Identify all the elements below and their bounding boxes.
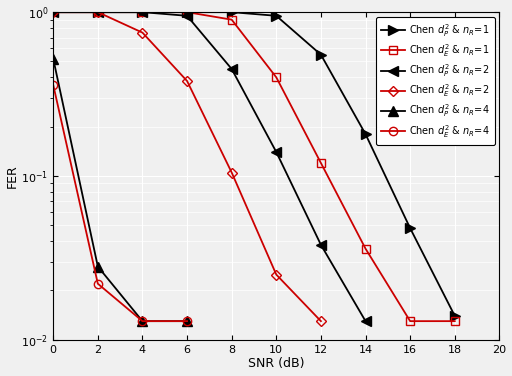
Line: Chen $d_P^2$ & $n_R$=1: Chen $d_P^2$ & $n_R$=1 xyxy=(48,7,460,321)
Line: Chen $d_E^2$ & $n_R$=1: Chen $d_E^2$ & $n_R$=1 xyxy=(49,8,459,325)
Chen $d_P^2$ & $n_R$=1 xyxy=(273,14,280,18)
Chen $d_P^2$ & $n_R$=1 xyxy=(50,10,56,14)
Chen $d_P^2$ & $n_R$=2 xyxy=(229,67,235,71)
Chen $d_E^2$ & $n_R$=2 xyxy=(184,79,190,83)
Chen $d_E^2$ & $n_R$=4 xyxy=(139,319,145,323)
Chen $d_P^2$ & $n_R$=1 xyxy=(362,132,369,136)
Chen $d_E^2$ & $n_R$=1 xyxy=(139,10,145,14)
Chen $d_P^2$ & $n_R$=2 xyxy=(184,14,190,18)
Chen $d_E^2$ & $n_R$=4 xyxy=(95,282,101,286)
Chen $d_P^2$ & $n_R$=1 xyxy=(229,10,235,14)
Chen $d_E^2$ & $n_R$=2 xyxy=(318,319,324,323)
Chen $d_E^2$ & $n_R$=2 xyxy=(273,272,280,277)
Chen $d_E^2$ & $n_R$=2 xyxy=(95,10,101,14)
Chen $d_P^2$ & $n_R$=2 xyxy=(50,10,56,14)
Chen $d_P^2$ & $n_R$=2 xyxy=(362,319,369,323)
Chen $d_E^2$ & $n_R$=2 xyxy=(139,30,145,35)
Line: Chen $d_P^2$ & $n_R$=4: Chen $d_P^2$ & $n_R$=4 xyxy=(48,54,192,326)
Chen $d_E^2$ & $n_R$=1 xyxy=(273,75,280,80)
Chen $d_P^2$ & $n_R$=4 xyxy=(184,319,190,323)
Chen $d_E^2$ & $n_R$=1 xyxy=(407,319,413,323)
Line: Chen $d_E^2$ & $n_R$=2: Chen $d_E^2$ & $n_R$=2 xyxy=(50,9,325,324)
Line: Chen $d_E^2$ & $n_R$=4: Chen $d_E^2$ & $n_R$=4 xyxy=(49,81,191,325)
Chen $d_E^2$ & $n_R$=1 xyxy=(229,17,235,22)
Chen $d_E^2$ & $n_R$=1 xyxy=(184,10,190,14)
Chen $d_P^2$ & $n_R$=2 xyxy=(95,10,101,14)
Chen $d_P^2$ & $n_R$=2 xyxy=(318,243,324,247)
Chen $d_E^2$ & $n_R$=1 xyxy=(50,10,56,14)
Chen $d_P^2$ & $n_R$=4 xyxy=(50,56,56,61)
Chen $d_P^2$ & $n_R$=1 xyxy=(184,10,190,14)
Chen $d_P^2$ & $n_R$=2 xyxy=(273,150,280,154)
Chen $d_P^2$ & $n_R$=4 xyxy=(139,319,145,323)
Chen $d_E^2$ & $n_R$=4 xyxy=(184,319,190,323)
Chen $d_P^2$ & $n_R$=1 xyxy=(318,52,324,57)
Chen $d_E^2$ & $n_R$=1 xyxy=(318,161,324,165)
Chen $d_P^2$ & $n_R$=1 xyxy=(139,10,145,14)
Chen $d_P^2$ & $n_R$=1 xyxy=(452,314,458,318)
Chen $d_E^2$ & $n_R$=1 xyxy=(362,246,369,251)
Chen $d_E^2$ & $n_R$=1 xyxy=(452,319,458,323)
Chen $d_E^2$ & $n_R$=2 xyxy=(229,170,235,175)
Chen $d_E^2$ & $n_R$=1 xyxy=(95,10,101,14)
Chen $d_E^2$ & $n_R$=4 xyxy=(50,83,56,87)
Chen $d_P^2$ & $n_R$=1 xyxy=(95,10,101,14)
Legend: Chen $d_P^2$ & $n_R$=1, Chen $d_E^2$ & $n_R$=1, Chen $d_P^2$ & $n_R$=2, Chen $d_: Chen $d_P^2$ & $n_R$=1, Chen $d_E^2$ & $… xyxy=(376,17,495,144)
Line: Chen $d_P^2$ & $n_R$=2: Chen $d_P^2$ & $n_R$=2 xyxy=(48,7,370,326)
Chen $d_P^2$ & $n_R$=2 xyxy=(139,10,145,14)
Chen $d_P^2$ & $n_R$=1 xyxy=(407,226,413,230)
X-axis label: SNR (dB): SNR (dB) xyxy=(248,358,305,370)
Y-axis label: FER: FER xyxy=(6,164,18,188)
Chen $d_E^2$ & $n_R$=2 xyxy=(50,10,56,14)
Chen $d_P^2$ & $n_R$=4 xyxy=(95,264,101,269)
